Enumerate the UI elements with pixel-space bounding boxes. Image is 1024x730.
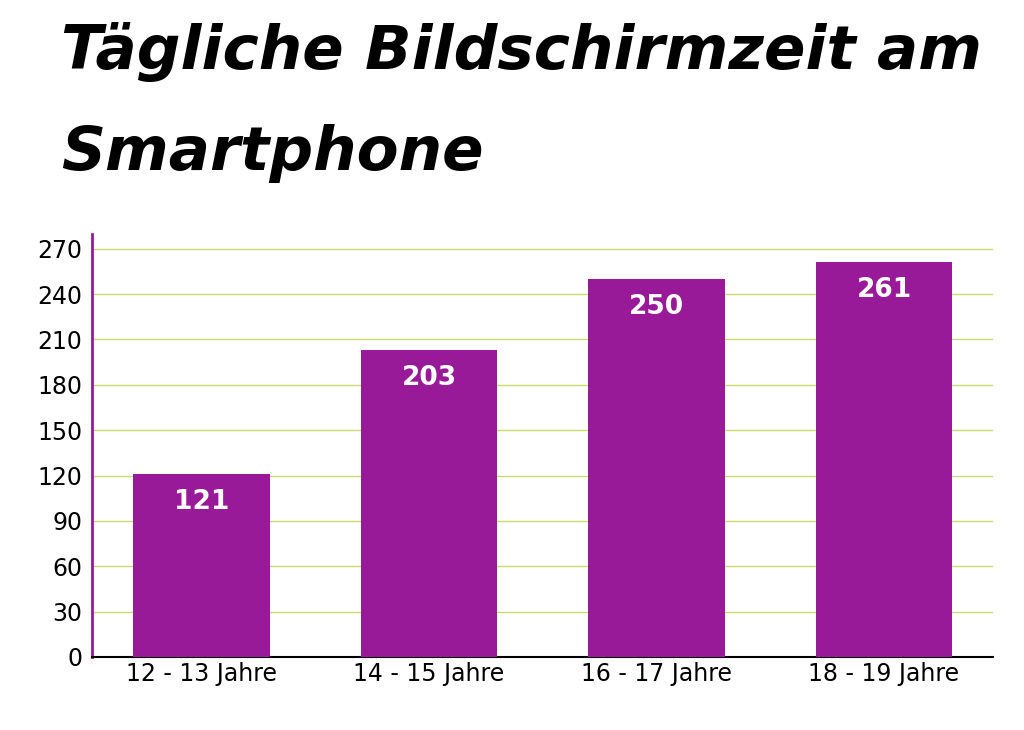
Text: 121: 121 <box>174 489 229 515</box>
Text: 261: 261 <box>856 277 911 304</box>
Text: 203: 203 <box>401 365 457 391</box>
Text: Smartphone: Smartphone <box>61 124 484 183</box>
Bar <box>588 279 725 657</box>
Bar <box>360 350 498 657</box>
Bar <box>133 474 269 657</box>
Text: Tägliche Bildschirmzeit am: Tägliche Bildschirmzeit am <box>61 22 982 82</box>
Bar <box>816 262 952 657</box>
Text: 250: 250 <box>629 294 684 320</box>
